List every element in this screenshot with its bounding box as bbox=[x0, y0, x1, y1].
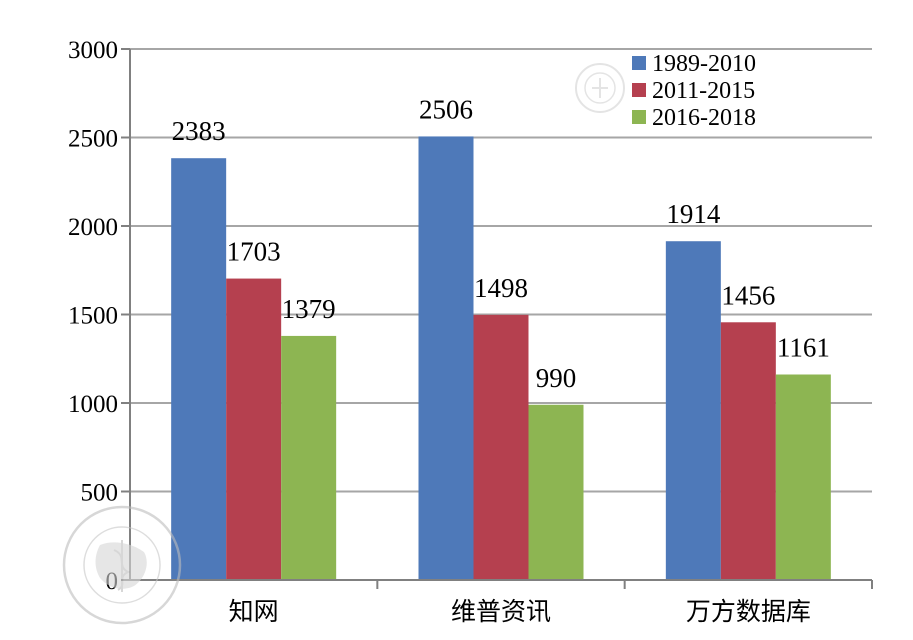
watermark-seal-top bbox=[575, 63, 625, 113]
bar bbox=[720, 322, 776, 580]
y-tick-label: 500 bbox=[81, 480, 119, 507]
bar bbox=[226, 278, 282, 580]
legend-swatch bbox=[632, 83, 646, 97]
x-category-label: 万方数据库 bbox=[686, 597, 811, 626]
data-label: 990 bbox=[536, 363, 577, 393]
legend-label: 1989-2010 bbox=[652, 51, 756, 77]
x-category-label: 维普资讯 bbox=[451, 597, 551, 626]
bar bbox=[528, 404, 584, 580]
bar bbox=[665, 241, 721, 581]
watermark-seal-bottom bbox=[62, 505, 182, 625]
bars bbox=[171, 136, 831, 581]
data-label: 2383 bbox=[172, 116, 226, 146]
axes: 050010001500200025003000知网维普资讯万方数据库 bbox=[68, 37, 873, 626]
legend-label: 2011-2015 bbox=[652, 78, 755, 104]
data-label: 1379 bbox=[282, 294, 336, 324]
legend-swatch bbox=[632, 56, 646, 70]
data-label: 1161 bbox=[777, 333, 830, 363]
data-label: 1703 bbox=[227, 237, 281, 267]
bar bbox=[775, 374, 831, 580]
y-tick-label: 3000 bbox=[68, 37, 118, 64]
bar bbox=[171, 158, 227, 581]
bar bbox=[473, 314, 529, 580]
x-category-label: 知网 bbox=[229, 597, 279, 626]
legend-swatch bbox=[632, 110, 646, 124]
legend-label: 2016-2018 bbox=[652, 105, 756, 131]
bar bbox=[418, 136, 474, 581]
y-tick-label: 1500 bbox=[68, 303, 118, 330]
y-tick-label: 1000 bbox=[68, 391, 118, 418]
data-label: 1456 bbox=[721, 280, 775, 310]
data-label: 2506 bbox=[419, 94, 473, 124]
bar bbox=[281, 335, 337, 580]
y-tick-label: 2500 bbox=[68, 126, 118, 153]
data-label: 1914 bbox=[666, 199, 721, 229]
data-label: 1498 bbox=[474, 273, 528, 303]
y-tick-label: 2000 bbox=[68, 214, 118, 241]
